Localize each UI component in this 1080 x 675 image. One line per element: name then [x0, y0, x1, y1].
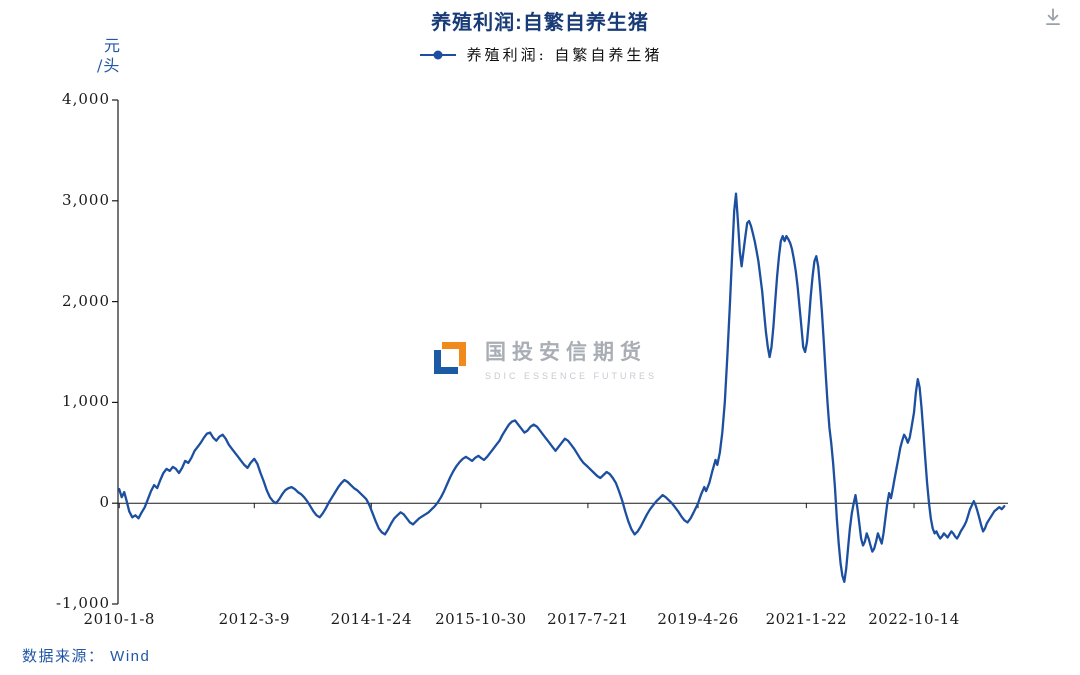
x-axis-tick-label: 2021-1-22	[765, 610, 848, 628]
legend: 养殖利润: 自繁自养生猪	[0, 44, 1080, 65]
watermark: 国投安信期货 SDIC ESSENCE FUTURES	[428, 336, 657, 381]
data-source: 数据来源： Wind	[22, 648, 151, 665]
x-axis-tick-label: 2017-7-21	[547, 610, 629, 628]
watermark-name: 国投安信期货	[485, 341, 647, 364]
y-axis-tick-label: 1,000	[62, 392, 110, 411]
download-icon[interactable]	[1042, 6, 1064, 28]
y-axis-tick-label: 0	[99, 493, 110, 512]
y-axis-tick-label: 4,000	[62, 90, 110, 108]
x-axis-tick-label: 2019-4-26	[657, 610, 739, 628]
x-axis-tick-label: 2014-1-24	[330, 610, 413, 628]
watermark-subtitle: SDIC ESSENCE FUTURES	[485, 371, 658, 381]
x-axis-tick-label: 2022-10-14	[868, 610, 960, 628]
watermark-logo-icon	[434, 342, 466, 374]
legend-marker-icon	[419, 50, 456, 59]
x-axis-tick-label: 2012-3-9	[218, 610, 290, 628]
legend-label: 养殖利润: 自繁自养生猪	[466, 46, 663, 64]
page-title: 养殖利润:自繁自养生猪	[431, 12, 649, 34]
y-axis-tick-label: 3,000	[62, 190, 110, 209]
axis-unit-line2: /头	[97, 56, 121, 75]
axis-unit-label: 元 /头	[97, 36, 121, 76]
y-axis-tick-label: -1,000	[55, 594, 110, 612]
x-axis-tick-label: 2015-10-30	[435, 610, 527, 628]
axis-unit-line1: 元	[104, 36, 122, 55]
x-axis-tick-label: 2010-1-8	[83, 610, 155, 628]
y-axis-tick-label: 2,000	[62, 291, 110, 310]
